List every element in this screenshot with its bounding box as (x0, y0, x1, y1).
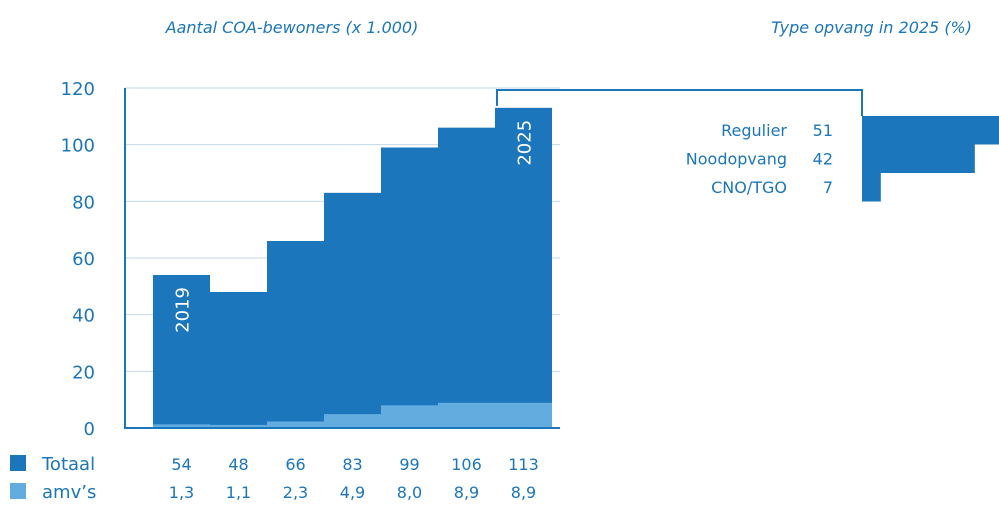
y-tick-label: 120 (61, 79, 95, 100)
table-value: 1,1 (226, 483, 251, 502)
table-value: 54 (171, 455, 191, 474)
hbar-value-label: 7 (823, 178, 833, 197)
table-value: 8,9 (511, 483, 536, 502)
hbar-cnotgo (862, 173, 881, 202)
y-tick-label: 40 (72, 306, 95, 327)
table-value: 106 (451, 455, 482, 474)
bar-amv (210, 424, 267, 428)
bar-totaal (381, 147, 438, 428)
hbar-regulier (862, 116, 999, 145)
bar-totaal (153, 275, 210, 428)
table-value: 48 (228, 455, 248, 474)
bar-amv (438, 402, 495, 428)
hbar-category-label: Noodopvang (686, 150, 787, 169)
bar-totaal (438, 127, 495, 429)
side-chart-title: Type opvang in 2025 (%) (771, 18, 972, 37)
connector-line (496, 89, 863, 116)
table-value: 8,0 (397, 483, 422, 502)
legend-swatch (10, 455, 26, 471)
hbar-category-label: CNO/TGO (711, 178, 787, 197)
hbar-category-label: Regulier (721, 121, 787, 140)
main-chart-title: Aantal COA-bewoners (x 1.000) (165, 18, 419, 37)
bar-totaal (495, 107, 552, 428)
table-value: 113 (508, 455, 539, 474)
bar-year-label: 2025 (515, 120, 536, 166)
bar-totaal (210, 292, 267, 428)
table-value: 8,9 (454, 483, 479, 502)
bar-totaal (267, 241, 324, 428)
table-value: 66 (285, 455, 305, 474)
table-value: 99 (399, 455, 419, 474)
table-value: 4,9 (340, 483, 365, 502)
legend-swatch (10, 483, 26, 499)
bar-amv (153, 424, 210, 428)
hbar-value-label: 42 (813, 150, 833, 169)
bar-year-label: 2019 (173, 287, 194, 333)
bar-amv (324, 414, 381, 428)
y-tick-label: 100 (61, 136, 95, 157)
y-tick-label: 60 (72, 249, 95, 270)
hbar-noodopvang (862, 144, 975, 173)
bar-amv (495, 402, 552, 428)
bar-totaal (324, 192, 381, 428)
bar-amv (267, 421, 324, 428)
bar-amv (381, 405, 438, 428)
hbar-value-label: 51 (813, 121, 833, 140)
table-value: 1,3 (169, 483, 194, 502)
legend-label: amv’s (42, 482, 96, 503)
table-value: 2,3 (283, 483, 308, 502)
y-tick-label: 0 (84, 419, 95, 440)
y-tick-label: 20 (72, 362, 95, 383)
legend-label: Totaal (41, 454, 95, 475)
y-tick-label: 80 (72, 192, 95, 213)
table-value: 83 (342, 455, 362, 474)
